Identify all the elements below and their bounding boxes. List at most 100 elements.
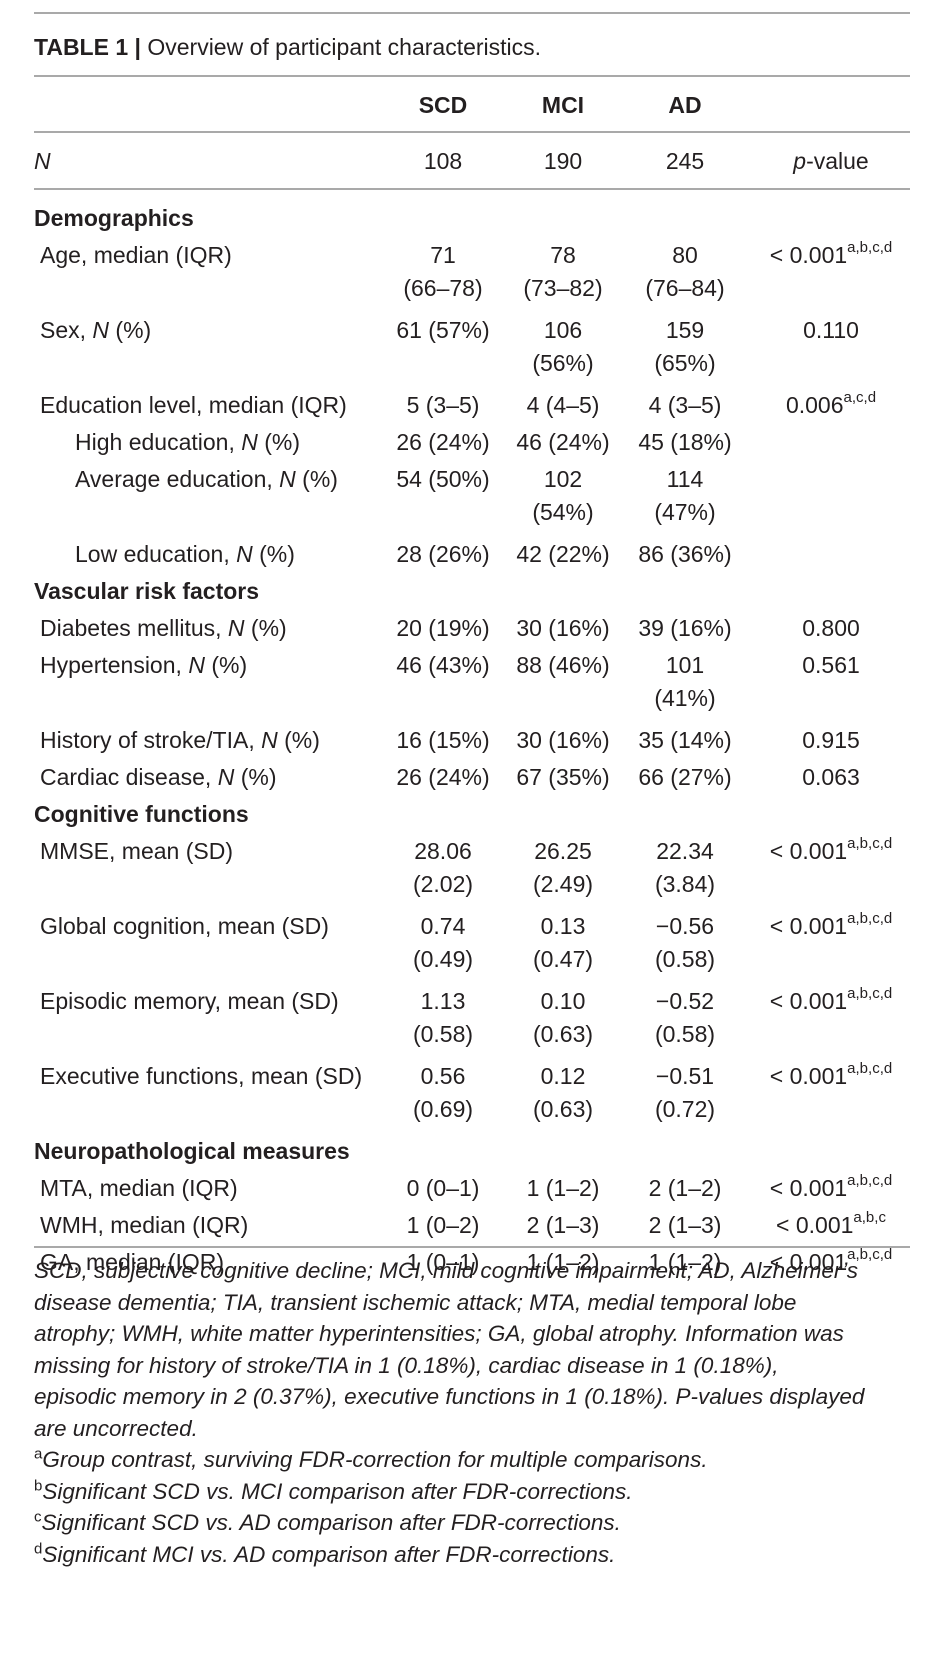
scd-cell: 61 (57%) (380, 314, 506, 347)
row-label: Sex, N (%) (40, 317, 152, 343)
cell-line: 1 (1–2) (526, 1249, 600, 1275)
mci-cell: 26.25 (2.49) (500, 835, 626, 901)
cell-line: (0.63) (532, 1021, 594, 1047)
n-label: N (34, 148, 51, 174)
pvalue-cell: 0.800 (746, 612, 916, 645)
cell-line: 1 (1–2) (526, 1175, 600, 1201)
mci-cell: 0.12 (0.63) (500, 1060, 626, 1126)
ad-cell: 39 (16%) (622, 612, 748, 645)
footnote-d-text: Significant MCI vs. AD comparison after … (42, 1541, 616, 1567)
pvalue-cell: 0.006a,c,d (746, 389, 916, 422)
cell-line: 1 (0–2) (406, 1212, 480, 1238)
scd-cell: 20 (19%) (380, 612, 506, 645)
cell-line: 61 (57%) (396, 317, 490, 343)
footnote-c: cSignificant SCD vs. AD comparison after… (34, 1507, 912, 1539)
ad-cell: 80 (76–84) (622, 239, 748, 305)
pvalue-cell: < 0.001a,b,c,d (746, 1172, 916, 1205)
pvalue-cell: 0.063 (746, 761, 916, 794)
pvalue-text: < 0.001 (776, 1212, 854, 1238)
cell-line: 35 (14%) (638, 727, 732, 753)
top-rule (34, 12, 910, 14)
row-label: WMH, median (IQR) (40, 1212, 249, 1238)
scd-cell: 0 (0–1) (380, 1172, 506, 1205)
mci-cell: 42 (22%) (500, 538, 626, 571)
footnote-a-mark: a (34, 1445, 43, 1463)
pvalue-text: 0.063 (802, 764, 860, 790)
mci-cell: 30 (16%) (500, 612, 626, 645)
cell-line: 0.12 (540, 1063, 586, 1089)
cell-line: −0.52 (655, 988, 715, 1014)
row-label: GA, median (IQR) (40, 1249, 225, 1275)
scd-cell: 46 (43%) (380, 649, 506, 682)
cell-line: 159 (665, 317, 705, 343)
pvalue-header-rest: -value (806, 148, 869, 174)
cell-line: 71 (430, 242, 456, 268)
cell-line: 4 (4–5) (526, 392, 600, 418)
cell-line: (0.72) (654, 1096, 716, 1122)
cell-line: (0.63) (532, 1096, 594, 1122)
cell-line: 106 (543, 317, 583, 343)
cell-line: 0 (0–1) (406, 1175, 480, 1201)
cell-line: 30 (16%) (516, 615, 610, 641)
row-label: Age, median (IQR) (40, 242, 232, 268)
ad-cell: 86 (36%) (622, 538, 748, 571)
cell-line: −0.56 (655, 913, 715, 939)
n-ad: 245 (665, 148, 705, 174)
n-mci: 190 (543, 148, 583, 174)
scd-cell: 1.13 (0.58) (380, 985, 506, 1051)
abbreviation-note-line: SCD, subjective cognitive decline; MCI, … (34, 1258, 859, 1283)
cell-line: (2.02) (412, 871, 474, 897)
scd-cell: 26 (24%) (380, 761, 506, 794)
bottom-rule (34, 1246, 910, 1248)
abbreviation-note-line: are uncorrected. (34, 1415, 198, 1441)
cell-line: 86 (36%) (638, 541, 732, 567)
cell-line: 1 (1–2) (648, 1249, 722, 1275)
cell-line: 20 (19%) (396, 615, 490, 641)
pvalue-cell: 0.110 (746, 314, 916, 347)
row-label: Cardiac disease, N (%) (40, 764, 277, 790)
pvalue-cell: < 0.001a,b,c,d (746, 835, 916, 868)
cell-line: 0.74 (420, 913, 466, 939)
scd-cell: 1 (0–1) (380, 1246, 506, 1279)
pvalue-text: 0.006 (785, 392, 844, 418)
pvalue-superscript: a,b,c,d (847, 985, 893, 1003)
pvalue-superscript: a,b,c,d (847, 910, 893, 928)
mci-cell: 78 (73–82) (500, 239, 626, 305)
cell-line: 0.56 (420, 1063, 466, 1089)
row-label: Global cognition, mean (SD) (40, 913, 329, 939)
cell-line: 67 (35%) (516, 764, 610, 790)
table-label: TABLE 1 | (34, 34, 141, 60)
cell-line: (73–82) (523, 275, 603, 301)
pvalue-text: 0.561 (802, 652, 860, 678)
pvalue-text: < 0.001 (769, 1175, 848, 1201)
scd-cell: 0.74 (0.49) (380, 910, 506, 976)
table-title: Overview of participant characteristics. (140, 34, 542, 60)
cell-line: 0.13 (540, 913, 586, 939)
ad-cell: 66 (27%) (622, 761, 748, 794)
scd-cell: 71 (66–78) (380, 239, 506, 305)
pvalue-cell: < 0.001a,b,c,d (746, 985, 916, 1018)
pvalue-cell: < 0.001a,b,c,d (746, 1246, 916, 1279)
row-label: Low education, N (%) (75, 541, 295, 567)
pvalue-superscript: a,b,c,d (847, 1060, 893, 1078)
ad-cell: 114 (47%) (622, 463, 748, 529)
row-label: MMSE, mean (SD) (40, 838, 233, 864)
abbreviation-note-line: missing for history of stroke/TIA in 1 (… (34, 1352, 779, 1378)
pvalue-cell: < 0.001a,b,c (746, 1209, 916, 1242)
cell-line: 39 (16%) (638, 615, 732, 641)
cell-line: 102 (543, 466, 583, 492)
cell-line: 66 (27%) (638, 764, 732, 790)
cell-line: 2 (1–3) (648, 1212, 722, 1238)
row-label: High education, N (%) (75, 429, 301, 455)
pvalue-superscript: a,b,c,d (847, 835, 893, 853)
cell-line: (0.47) (532, 946, 594, 972)
ad-cell: −0.56 (0.58) (622, 910, 748, 976)
ad-cell: −0.51 (0.72) (622, 1060, 748, 1126)
pvalue-cell: < 0.001a,b,c,d (746, 239, 916, 272)
cell-line: (47%) (654, 499, 716, 525)
table-caption: TABLE 1 | Overview of participant charac… (34, 30, 541, 64)
footnote-b-mark: b (34, 1477, 43, 1494)
ad-cell: 101 (41%) (622, 649, 748, 715)
ad-cell: −0.52 (0.58) (622, 985, 748, 1051)
